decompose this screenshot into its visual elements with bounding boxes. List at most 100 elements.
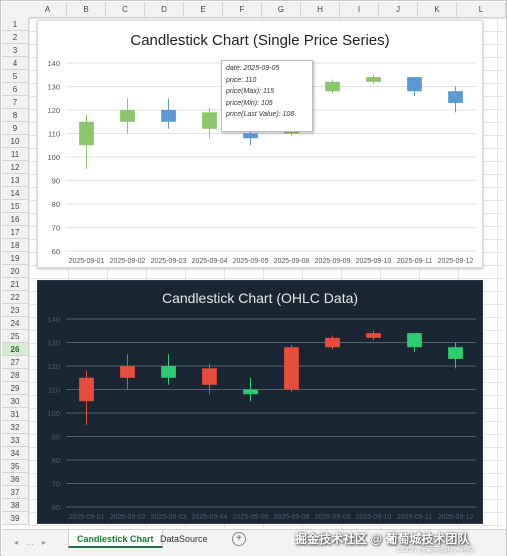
row-header-7[interactable]: 7: [2, 96, 29, 109]
column-header-f[interactable]: F: [223, 2, 262, 18]
row-header-13[interactable]: 13: [2, 174, 29, 187]
row-header-9[interactable]: 9: [2, 122, 29, 135]
x-tick-label: 2025-09-08: [274, 514, 310, 521]
row-header-12[interactable]: 12: [2, 161, 29, 174]
row-header-17[interactable]: 17: [2, 226, 29, 239]
row-header-36[interactable]: 36: [2, 473, 29, 486]
x-tick-label: 2025-09-11: [397, 514, 432, 521]
y-tick-label: 140: [47, 59, 60, 68]
row-header-14[interactable]: 14: [2, 187, 29, 200]
sheet-tab-bar: ◂ … ▸ Candlestick Chart DataSource +: [2, 529, 506, 556]
row-header-24[interactable]: 24: [2, 317, 29, 330]
row-header-34[interactable]: 34: [2, 447, 29, 460]
x-tick-label: 2025-09-10: [356, 258, 392, 265]
row-header-18[interactable]: 18: [2, 239, 29, 252]
tab-more-icon[interactable]: …: [26, 538, 34, 547]
x-tick-label: 2025-09-09: [315, 258, 351, 265]
column-header-d[interactable]: D: [145, 2, 184, 18]
tab-scroll-left-icon[interactable]: ◂: [14, 538, 19, 547]
column-header-j[interactable]: J: [379, 2, 418, 18]
x-tick-label: 2025-09-03: [151, 258, 187, 265]
candle-body: [161, 366, 176, 378]
column-header-i[interactable]: I: [340, 2, 379, 18]
row-header-33[interactable]: 33: [2, 434, 29, 447]
tooltip-line-price: price: 110: [226, 76, 257, 84]
row-header-11[interactable]: 11: [2, 148, 29, 161]
y-tick-label: 70: [52, 480, 60, 489]
x-tick-label: 2025-09-11: [397, 258, 432, 265]
row-header-15[interactable]: 15: [2, 200, 29, 213]
y-tick-label: 110: [48, 386, 60, 395]
row-header-3[interactable]: 3: [2, 44, 29, 57]
tooltip-line-last: price(Last Value): 108: [226, 111, 295, 118]
y-tick-label: 120: [47, 362, 60, 371]
candlestick-chart-single-series[interactable]: 60 70 80 90 100 110 120 130 140 2025-09-01 2025-09…: [37, 20, 483, 268]
y-tick-label: 120: [47, 106, 60, 115]
row-header-21[interactable]: 21: [2, 278, 29, 291]
watermark-sub: CSDN @葡萄城技术团队: [397, 547, 475, 554]
row-header-29[interactable]: 29: [2, 382, 29, 395]
x-tick-label: 2025-09-12: [438, 258, 474, 265]
column-header-a[interactable]: A: [29, 2, 67, 18]
row-header-2[interactable]: 2: [2, 31, 29, 44]
column-header-g[interactable]: G: [262, 2, 301, 18]
row-header-25[interactable]: 25: [2, 330, 29, 343]
column-header-c[interactable]: C: [106, 2, 145, 18]
row-header-38[interactable]: 38: [2, 499, 29, 512]
tab-datasource[interactable]: DataSource: [160, 534, 208, 544]
column-header-k[interactable]: K: [418, 2, 457, 18]
x-tick-label: 2025-09-08: [274, 258, 310, 265]
y-tick-label: 60: [52, 247, 60, 256]
row-header-35[interactable]: 35: [2, 460, 29, 473]
row-header-39[interactable]: 39: [2, 512, 29, 525]
row-header-23[interactable]: 23: [2, 304, 29, 317]
chart-title: Candlestick Chart (Single Price Series): [130, 32, 390, 49]
tab-scroll-right-icon[interactable]: ▸: [42, 538, 47, 547]
tab-candlestick-chart[interactable]: Candlestick Chart: [68, 530, 163, 548]
row-header-30[interactable]: 30: [2, 395, 29, 408]
row-header-20[interactable]: 20: [2, 265, 29, 278]
x-tick-label: 2025-09-05: [233, 514, 269, 521]
row-header-10[interactable]: 10: [2, 135, 29, 148]
column-header-e[interactable]: E: [184, 2, 223, 18]
tooltip-line-max: price(Max): 115: [226, 88, 275, 95]
row-header-5[interactable]: 5: [2, 70, 29, 83]
row-header-32[interactable]: 32: [2, 421, 29, 434]
chart-plot-area: 60 70 80 90 100 110 120 130 140 2025-09-01 2025-09…: [47, 315, 476, 521]
candle-body: [243, 133, 258, 139]
row-header-27[interactable]: 27: [2, 356, 29, 369]
x-tick-label: 2025-09-02: [110, 514, 146, 521]
x-tick-label: 2025-09-04: [192, 514, 228, 521]
y-tick-label: 90: [52, 177, 60, 186]
x-tick-label: 2025-09-01: [69, 514, 105, 521]
row-header-6[interactable]: 6: [2, 83, 29, 96]
candle-body: [161, 110, 176, 122]
row-header-37[interactable]: 37: [2, 486, 29, 499]
y-tick-label: 90: [52, 433, 60, 442]
row-header-4[interactable]: 4: [2, 57, 29, 70]
candlestick-chart-ohlc[interactable]: 60 70 80 90 100 110 120 130 140 2025-09-01 2025-09…: [37, 280, 483, 524]
row-header-8[interactable]: 8: [2, 109, 29, 122]
candle-body: [202, 112, 217, 129]
x-tick-label: 2025-09-03: [151, 514, 187, 521]
column-header-l[interactable]: L: [457, 2, 506, 18]
select-all-corner[interactable]: [2, 2, 30, 19]
row-header-26[interactable]: 26: [2, 343, 29, 356]
y-tick-label: 100: [47, 409, 60, 418]
row-header-31[interactable]: 31: [2, 408, 29, 421]
row-header-1[interactable]: 1: [2, 18, 29, 31]
row-header-22[interactable]: 22: [2, 291, 29, 304]
y-tick-label: 70: [52, 224, 60, 233]
y-tick-label: 100: [47, 153, 60, 162]
candle-body: [79, 121, 94, 146]
tooltip-line-date: date: 2025-09-05: [226, 65, 280, 72]
x-tick-label: 2025-09-04: [192, 258, 228, 265]
add-sheet-icon[interactable]: +: [232, 532, 246, 546]
row-header-19[interactable]: 19: [2, 252, 29, 265]
x-tick-label: 2025-09-12: [438, 514, 474, 521]
row-header-16[interactable]: 16: [2, 213, 29, 226]
column-header-h[interactable]: H: [301, 2, 340, 18]
row-header-28[interactable]: 28: [2, 369, 29, 382]
column-header-b[interactable]: B: [67, 2, 106, 18]
x-tick-label: 2025-09-05: [233, 258, 269, 265]
